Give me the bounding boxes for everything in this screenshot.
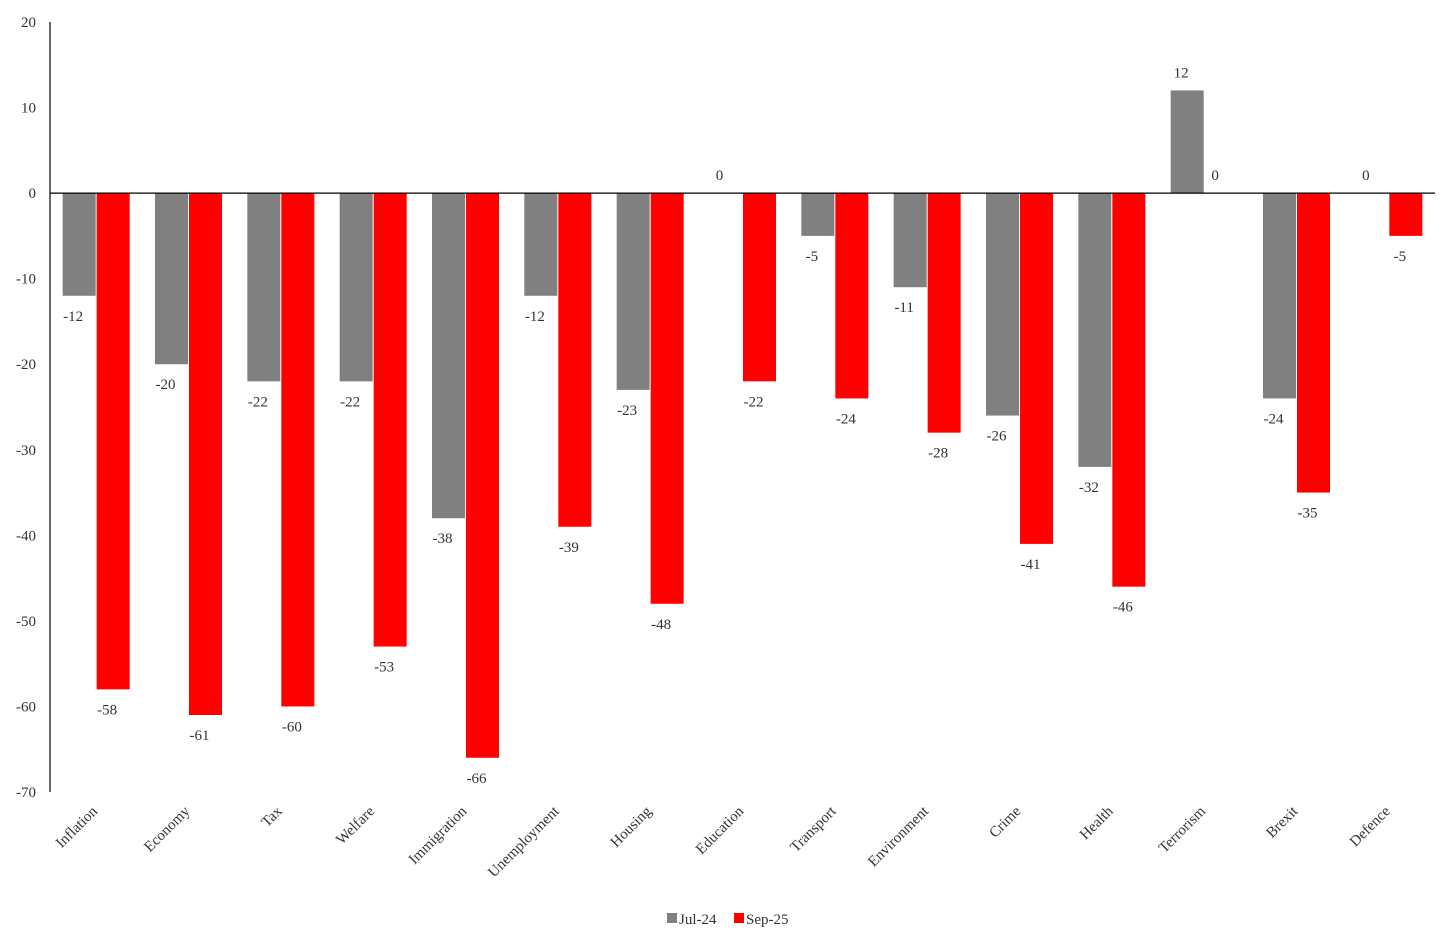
legend: Jul-24 Sep-25 bbox=[667, 912, 789, 928]
data-label: -61 bbox=[190, 728, 210, 744]
data-label: -48 bbox=[651, 617, 671, 633]
data-label: -32 bbox=[1079, 480, 1099, 496]
y-tick-labels: 20 10 0 -10 -20 -30 -40 -50 -60 -70 bbox=[16, 15, 36, 801]
bar-jul-24-transport bbox=[801, 193, 835, 236]
data-label: -38 bbox=[433, 531, 453, 547]
legend-swatch bbox=[734, 913, 744, 923]
category-label: Crime bbox=[986, 803, 1024, 841]
bar-sep-25-health bbox=[1112, 193, 1146, 587]
category-label: Immigration bbox=[406, 803, 471, 868]
bar-sep-25-education bbox=[743, 193, 776, 382]
bar-sep-25-environment bbox=[927, 193, 961, 433]
y-tick-label: -60 bbox=[16, 699, 36, 715]
bars bbox=[62, 90, 1423, 758]
data-label: -53 bbox=[374, 660, 394, 676]
bar-sep-25-unemployment bbox=[558, 193, 592, 527]
category-label: Economy bbox=[141, 803, 193, 855]
y-tick-label: -10 bbox=[16, 272, 36, 288]
y-tick-label: -30 bbox=[16, 443, 36, 459]
bar-jul-24-welfare bbox=[339, 193, 373, 382]
bar-jul-24-health bbox=[1078, 193, 1112, 467]
data-label: -66 bbox=[467, 771, 487, 787]
data-label: -20 bbox=[156, 377, 176, 393]
data-label: -58 bbox=[97, 702, 117, 718]
bar-jul-24-environment bbox=[893, 193, 927, 288]
category-label: Welfare bbox=[333, 803, 378, 848]
data-label: -24 bbox=[1264, 411, 1284, 427]
data-label: -23 bbox=[617, 403, 637, 419]
bar-sep-25-inflation bbox=[96, 193, 130, 690]
bar-jul-24-inflation bbox=[62, 193, 96, 296]
bar-sep-25-economy bbox=[189, 193, 222, 716]
bar-jul-24-brexit bbox=[1263, 193, 1296, 399]
data-label: -12 bbox=[63, 309, 83, 325]
bar-sep-25-tax bbox=[281, 193, 315, 707]
bar-sep-25-crime bbox=[1020, 193, 1053, 544]
data-label: -35 bbox=[1298, 506, 1318, 522]
data-label: -41 bbox=[1021, 557, 1041, 573]
category-label: Brexit bbox=[1263, 803, 1301, 841]
category-label: Education bbox=[693, 803, 748, 858]
y-tick-label: -50 bbox=[16, 614, 36, 630]
data-label: -5 bbox=[1394, 249, 1407, 265]
bar-sep-25-brexit bbox=[1297, 193, 1330, 493]
bar-sep-25-transport bbox=[835, 193, 869, 399]
bar-sep-25-defence bbox=[1389, 193, 1423, 236]
data-label: -11 bbox=[894, 300, 913, 316]
bar-sep-25-immigration bbox=[466, 193, 499, 758]
data-label: 0 bbox=[1211, 168, 1219, 184]
data-label: -24 bbox=[836, 411, 856, 427]
data-label: -22 bbox=[340, 394, 360, 410]
category-label: Unemployment bbox=[485, 803, 563, 881]
data-label: -39 bbox=[559, 540, 579, 556]
y-tick-label: -40 bbox=[16, 528, 36, 544]
category-label: Terrorism bbox=[1156, 803, 1209, 856]
data-label: -22 bbox=[248, 394, 268, 410]
data-label: -46 bbox=[1113, 600, 1133, 616]
category-label: Inflation bbox=[53, 803, 101, 851]
bar-jul-24-tax bbox=[247, 193, 281, 382]
bar-sep-25-housing bbox=[650, 193, 684, 604]
category-label: Health bbox=[1077, 803, 1117, 843]
bar-jul-24-terrorism bbox=[1170, 90, 1204, 194]
y-tick-label: 20 bbox=[21, 15, 36, 31]
data-label: -28 bbox=[928, 446, 948, 462]
data-label: 12 bbox=[1174, 65, 1189, 81]
data-label: 0 bbox=[716, 168, 724, 184]
data-label: -5 bbox=[806, 249, 819, 265]
data-label: -60 bbox=[282, 719, 302, 735]
legend-swatch bbox=[667, 913, 677, 923]
data-label: 0 bbox=[1362, 168, 1370, 184]
category-label: Housing bbox=[608, 803, 656, 851]
category-label: Tax bbox=[259, 803, 286, 830]
data-label: -26 bbox=[987, 429, 1007, 445]
data-label: -12 bbox=[525, 309, 545, 325]
y-tick-label: -70 bbox=[16, 785, 36, 801]
category-labels: Inflation Economy Tax Welfare Immigration Une… bbox=[53, 803, 1394, 881]
category-label: Transport bbox=[787, 803, 840, 856]
category-label: Environment bbox=[865, 803, 932, 870]
bar-jul-24-crime bbox=[986, 193, 1019, 416]
bar-sep-25-welfare bbox=[373, 193, 407, 647]
y-tick-label: -20 bbox=[16, 357, 36, 373]
category-label: Defence bbox=[1347, 803, 1394, 850]
value-labels: -12 -58 -20 -61 -22 -60 -22 -53 -38 -66 -12 -39 -23 -… bbox=[63, 65, 1406, 786]
y-tick-label: 10 bbox=[21, 101, 36, 117]
data-label: -22 bbox=[744, 394, 764, 410]
legend-label: Sep-25 bbox=[746, 912, 789, 928]
bar-jul-24-economy bbox=[155, 193, 188, 365]
bar-jul-24-housing bbox=[616, 193, 650, 390]
bar-jul-24-unemployment bbox=[524, 193, 558, 296]
bar-jul-24-immigration bbox=[432, 193, 465, 519]
legend-label: Jul-24 bbox=[679, 912, 717, 928]
y-tick-label: 0 bbox=[29, 186, 37, 202]
